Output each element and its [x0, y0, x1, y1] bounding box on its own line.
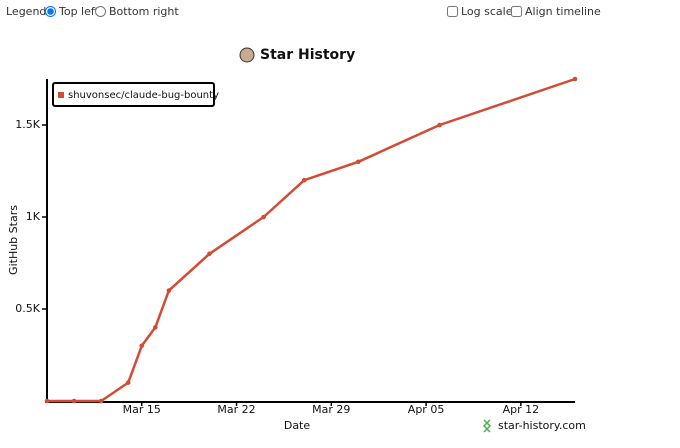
watermark: star-history.com — [498, 419, 586, 432]
chart-title: Star History — [260, 47, 355, 63]
watermark-icon — [482, 419, 492, 433]
point — [437, 122, 442, 128]
checkbox-text: Align timeline — [525, 5, 601, 18]
point — [572, 76, 578, 82]
point — [153, 325, 158, 330]
point — [356, 159, 361, 165]
checkbox[interactable]: Log scale — [447, 5, 513, 18]
point — [44, 398, 50, 404]
legend-swatch — [58, 92, 64, 98]
option-text: Bottom right — [109, 5, 179, 18]
point — [166, 288, 172, 293]
point — [125, 380, 131, 385]
point — [301, 177, 307, 183]
legend-option[interactable]: Bottom right — [95, 5, 179, 18]
radio[interactable] — [45, 6, 56, 17]
x-tick-label: Apr 05 — [408, 403, 445, 416]
point — [207, 251, 212, 257]
x-tick-label: Mar 29 — [312, 403, 350, 416]
x-axis-label: Date — [284, 419, 311, 432]
checkbox-text: Log scale — [461, 5, 513, 18]
point — [71, 398, 77, 404]
point — [261, 214, 266, 220]
x-tick-label: Mar 22 — [217, 403, 255, 416]
title-avatar — [239, 47, 255, 63]
legend-option[interactable]: Top left — [45, 5, 99, 18]
x-tick-label: Apr 12 — [503, 403, 540, 416]
checkbox[interactable]: Align timeline — [511, 5, 601, 18]
y-axis-label: GitHub Stars — [7, 205, 20, 275]
y-tick-label: 0.5K — [15, 302, 40, 315]
series-line — [47, 77, 576, 403]
checkbox-input[interactable] — [511, 6, 522, 17]
point — [98, 398, 104, 404]
y-tick-label: 1K — [26, 210, 41, 223]
legend-label: shuvonsec/claude-bug-bounty — [68, 90, 219, 101]
option-text: Top left — [59, 5, 99, 18]
y-tick-label: 1.5K — [15, 118, 40, 131]
x-tick-label: Mar 15 — [123, 403, 161, 416]
legend-box — [52, 82, 215, 107]
point — [139, 343, 145, 349]
checkbox-input[interactable] — [447, 6, 458, 17]
controls: Legend Top left Bottom right Log scale A… — [0, 0, 680, 24]
legend-label: Legend — [6, 5, 47, 18]
radio[interactable] — [95, 6, 106, 17]
